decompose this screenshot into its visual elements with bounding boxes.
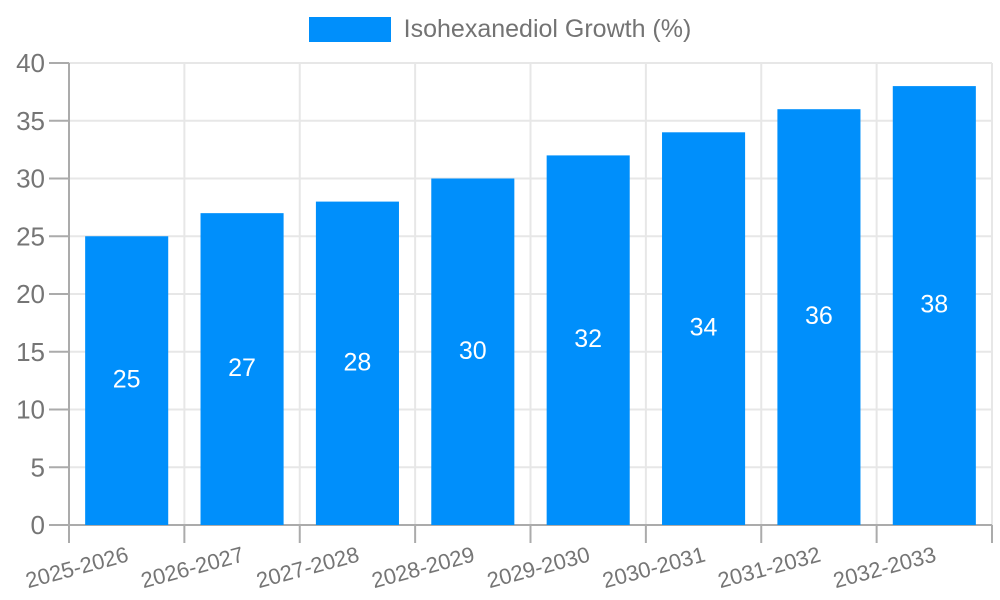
x-axis-label: 2026-2027 bbox=[138, 542, 246, 593]
y-axis-label: 40 bbox=[16, 48, 45, 78]
bar bbox=[431, 178, 515, 525]
bar-value-label: 34 bbox=[690, 314, 718, 342]
bar-value-label: 30 bbox=[459, 337, 487, 365]
bar-value-label: 38 bbox=[920, 291, 948, 319]
y-axis-label: 10 bbox=[16, 395, 45, 425]
bar bbox=[315, 201, 399, 525]
y-axis-label: 5 bbox=[31, 452, 45, 482]
bar bbox=[777, 109, 861, 525]
bar-value-label: 25 bbox=[113, 366, 141, 394]
bar bbox=[200, 213, 284, 525]
legend-swatch bbox=[308, 17, 391, 42]
bar bbox=[85, 236, 169, 525]
bar-value-label: 36 bbox=[805, 302, 833, 330]
x-axis-label: 2028-2029 bbox=[369, 542, 477, 593]
bar bbox=[546, 155, 630, 525]
x-axis-label: 2032-2033 bbox=[831, 542, 939, 593]
x-axis-label: 2025-2026 bbox=[23, 542, 131, 593]
y-axis-label: 15 bbox=[16, 337, 45, 367]
legend-item[interactable]: Isohexanediol Growth (%) bbox=[308, 15, 692, 43]
x-axis-label: 2031-2032 bbox=[715, 542, 823, 593]
y-axis-label: 20 bbox=[16, 279, 45, 309]
bar-value-label: 27 bbox=[228, 354, 256, 382]
legend-label: Isohexanediol Growth (%) bbox=[403, 15, 692, 43]
y-axis-label: 0 bbox=[31, 510, 45, 540]
x-axis-label: 2030-2031 bbox=[600, 542, 708, 593]
bar bbox=[662, 132, 746, 526]
bar-value-label: 28 bbox=[344, 348, 372, 376]
x-axis-label: 2027-2028 bbox=[254, 542, 362, 593]
x-axis-label: 2029-2030 bbox=[484, 542, 592, 593]
y-axis-label: 35 bbox=[16, 106, 45, 136]
legend: Isohexanediol Growth (%) bbox=[0, 17, 1000, 42]
bar-value-label: 32 bbox=[574, 325, 602, 353]
y-axis-label: 25 bbox=[16, 221, 45, 251]
bar bbox=[892, 86, 976, 525]
y-axis-label: 30 bbox=[16, 164, 45, 194]
